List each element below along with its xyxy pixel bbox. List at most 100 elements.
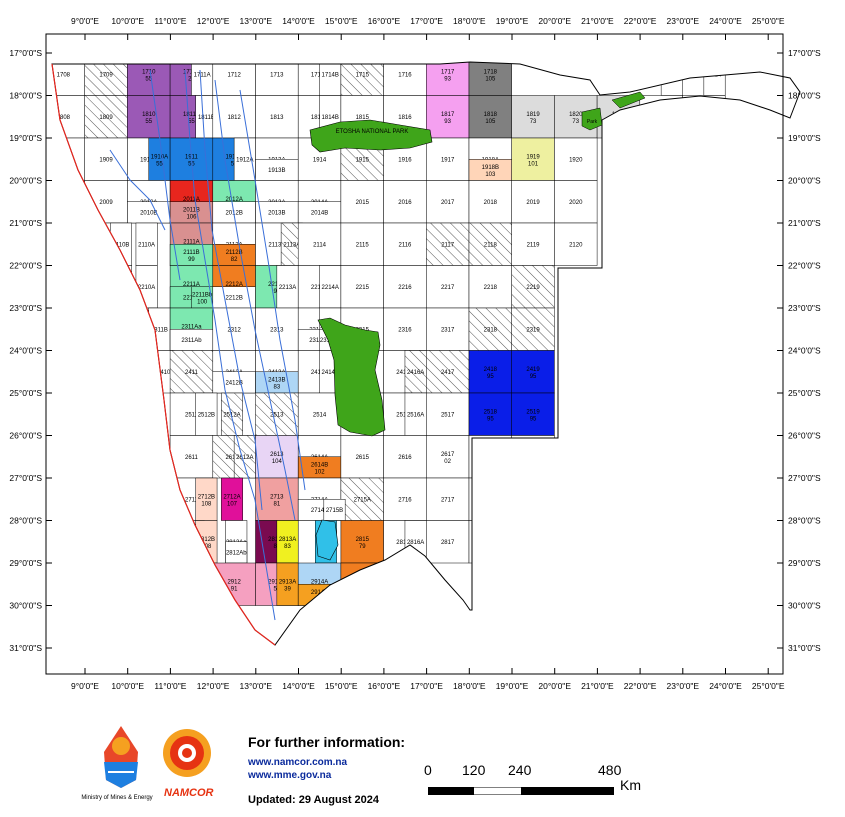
block-operator-number: 93 bbox=[444, 119, 451, 125]
block-2214A: 2214A bbox=[319, 265, 342, 309]
lon-label-bottom: 24°0'0"E bbox=[709, 681, 742, 691]
block-id-label: 2316 bbox=[398, 327, 412, 333]
block-id-label: 2812B bbox=[198, 537, 215, 543]
block-operator-number: 101 bbox=[528, 161, 539, 167]
block-id-label: 2016 bbox=[398, 200, 412, 206]
block-cell bbox=[383, 62, 427, 96]
southern-park bbox=[317, 317, 386, 437]
lon-label-bottom: 11°0'0"E bbox=[154, 681, 186, 691]
lon-label-top: 15°0'0"E bbox=[325, 16, 358, 26]
block-cell bbox=[426, 137, 470, 181]
block-id-label: 2517 bbox=[441, 412, 455, 418]
block-cell bbox=[169, 435, 214, 479]
block-id-label: 2012A bbox=[225, 197, 242, 203]
block-operator-number: 55 bbox=[145, 76, 152, 82]
block-operator-number: 105 bbox=[485, 76, 496, 82]
block-id-label: 2117 bbox=[441, 242, 455, 248]
block-2213A: 2213A bbox=[276, 265, 299, 309]
block-1813: 1813 bbox=[255, 95, 299, 139]
block-operator-number: 104 bbox=[272, 459, 283, 465]
block-operator-number: 73 bbox=[530, 119, 537, 125]
block-id-label: 1814B bbox=[322, 115, 339, 121]
namcor-link[interactable]: www.namcor.com.na bbox=[248, 757, 348, 768]
block-id-label: 1909 bbox=[99, 157, 113, 163]
mme-logo bbox=[90, 722, 152, 794]
block-cell bbox=[340, 62, 384, 96]
scale-label-240: 240 bbox=[508, 762, 532, 778]
block-cell bbox=[426, 222, 470, 266]
lon-label-bottom: 19°0'0"E bbox=[496, 681, 529, 691]
block-id-label: 1917 bbox=[441, 157, 455, 163]
block-id-label: 2516A bbox=[407, 412, 424, 418]
mme-link[interactable]: www.mme.gov.na bbox=[248, 770, 332, 781]
block-id-label: 1910A bbox=[151, 154, 168, 160]
block-2817: 2817 bbox=[426, 520, 470, 564]
block-id-label: 1919 bbox=[526, 154, 540, 160]
block-id-label: 2714B bbox=[311, 508, 328, 514]
block-2715B: 2715B bbox=[323, 499, 346, 521]
block-2316: 2316 bbox=[383, 307, 427, 351]
block-id-label: 1819 bbox=[526, 112, 540, 118]
block-operator-number: 02 bbox=[444, 459, 451, 465]
lon-label-bottom: 22°0'0"E bbox=[624, 681, 657, 691]
block-2115: 2115 bbox=[340, 222, 384, 266]
block-id-label: 2713 bbox=[270, 494, 284, 500]
block-id-label: 2311Ab bbox=[181, 338, 202, 344]
block-id-label: 1813 bbox=[270, 115, 284, 121]
lat-label-left: 18°0'0"S bbox=[9, 91, 42, 101]
block-id-label: 1710 bbox=[142, 69, 156, 75]
block-cell bbox=[212, 62, 256, 96]
block-2311Ab: 2311Ab bbox=[169, 329, 214, 351]
block-id-label: 2413B bbox=[268, 377, 285, 383]
block-id-label: 1913B bbox=[268, 168, 285, 174]
block-cell bbox=[511, 307, 555, 351]
block-operator-number: 95 bbox=[487, 416, 494, 422]
block-2717: 2717 bbox=[426, 477, 470, 521]
block-cell bbox=[426, 392, 470, 436]
block-2416A: 2416A bbox=[404, 350, 427, 394]
block-2411: 2411 bbox=[169, 350, 214, 394]
lat-label-left: 26°0'0"S bbox=[9, 431, 42, 441]
block-id-label: 2913A bbox=[279, 579, 296, 585]
lat-label-right: 17°0'0"S bbox=[788, 48, 821, 58]
block-id-label: 2313 bbox=[270, 327, 284, 333]
block-2716: 2716 bbox=[383, 477, 427, 521]
block-id-label: 2815 bbox=[356, 537, 370, 543]
block-2219: 2219 bbox=[511, 265, 555, 309]
block-cell bbox=[297, 392, 342, 436]
block-id-label: 2514 bbox=[313, 412, 327, 418]
lat-label-left: 28°0'0"S bbox=[9, 516, 42, 526]
park-label: ETOSHA NATIONAL PARK bbox=[336, 129, 409, 135]
block-2114: 2114 bbox=[297, 222, 342, 266]
block-operator-number: 82 bbox=[231, 257, 238, 263]
block-1809: 1809 bbox=[84, 95, 128, 139]
block-id-label: 2118 bbox=[484, 242, 498, 248]
lat-label-left: 24°0'0"S bbox=[9, 346, 42, 356]
block-id-label: 2411 bbox=[185, 370, 199, 376]
block-operator-number: 103 bbox=[485, 172, 496, 178]
block-2218: 2218 bbox=[468, 265, 512, 309]
block-id-label: 1709 bbox=[99, 72, 113, 78]
block-id-label: 1714B bbox=[322, 72, 339, 78]
lon-label-top: 16°0'0"E bbox=[368, 16, 401, 26]
block-operator-number: 95 bbox=[530, 416, 537, 422]
lat-label-right: 27°0'0"S bbox=[788, 473, 821, 483]
lat-label-left: 30°0'0"S bbox=[9, 601, 42, 611]
block-cell bbox=[383, 435, 427, 479]
block-cell bbox=[511, 350, 555, 394]
block-2517: 2517 bbox=[426, 392, 470, 436]
block-cell bbox=[255, 307, 299, 351]
block-id-label: 2210A bbox=[138, 285, 155, 291]
block-2512A: 2512A bbox=[221, 392, 243, 436]
lon-label-bottom: 21°0'0"E bbox=[581, 681, 614, 691]
block-1909: 1909 bbox=[84, 137, 128, 181]
lon-label-top: 21°0'0"E bbox=[581, 16, 614, 26]
